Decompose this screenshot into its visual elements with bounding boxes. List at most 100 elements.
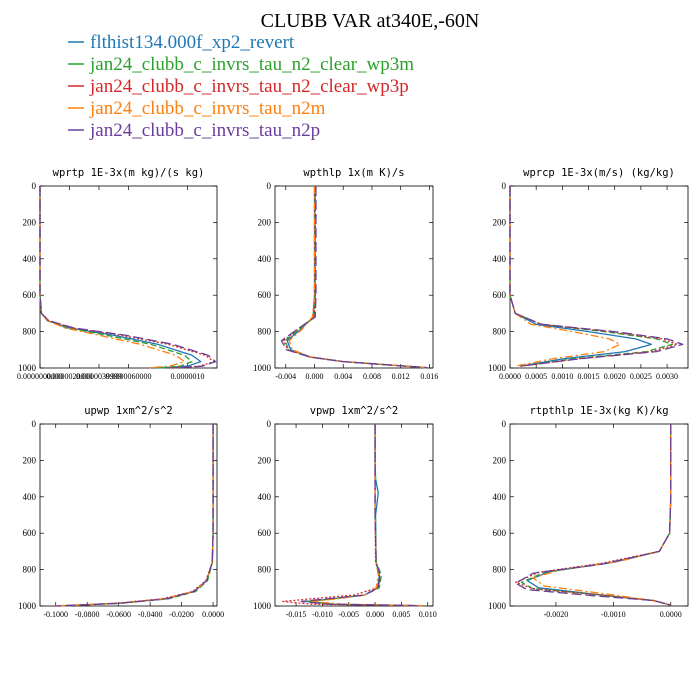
ytick-label-0-1: 200	[23, 217, 37, 227]
ytick-label-3-4: 800	[23, 565, 37, 575]
legend-entry-0: flthist134.000f_xp2_revert	[90, 32, 295, 53]
xtick-label-4-1: -0.010	[312, 610, 333, 619]
legend-entry-2: jan24_clubb_c_invrs_tau_n2_clear_wp3p	[89, 76, 409, 97]
xtick-label-3-4: -0.0200	[169, 610, 194, 619]
xtick-label-1-3: 0.008	[363, 372, 381, 381]
series-line-1-3	[288, 186, 426, 369]
ytick-label-5-2: 400	[493, 492, 507, 502]
ytick-label-5-3: 600	[493, 528, 507, 538]
xtick-label-2-4: 0.0020	[604, 372, 626, 381]
xtick-label-5-0: -0.0020	[544, 610, 569, 619]
xtick-label-3-0: -0.1000	[43, 610, 68, 619]
panel-3: upwp 1xm^2/s^2 0 200 400 600 800 1000 -0.1000 -0…	[18, 405, 224, 619]
xtick-label-3-1: -0.0800	[75, 610, 100, 619]
panel-5: rtpthlp 1E-3x(kg K)/kg 0 200 400 600 800 1000 -…	[488, 405, 689, 619]
xtick-label-2-3: 0.0015	[578, 372, 600, 381]
series-line-2-0	[509, 186, 652, 367]
panel-0: wprtp 1E-3x(m kg)/(s kg) 0 200 400 600 800 100…	[17, 167, 218, 381]
xtick-label-4-4: 0.005	[392, 610, 410, 619]
panel-title-4: vpwp 1xm^2/s^2	[310, 405, 399, 417]
ytick-label-0-2: 400	[23, 254, 37, 264]
xtick-label-0-1: 0.0000020000	[47, 372, 93, 381]
panel-title-0: wprtp 1E-3x(m kg)/(s kg)	[53, 167, 205, 179]
xtick-label-0-2: 0.0000039999	[76, 372, 122, 381]
legend-entry-1: jan24_clubb_c_invrs_tau_n2_clear_wp3m	[89, 54, 414, 75]
xtick-label-2-6: 0.0030	[656, 372, 678, 381]
ytick-label-1-4: 800	[258, 327, 272, 337]
ytick-label-2-4: 800	[493, 327, 507, 337]
plot-frame-0	[39, 185, 218, 369]
xtick-label-1-2: 0.004	[334, 372, 352, 381]
xtick-label-4-5: 0.010	[419, 610, 437, 619]
xtick-label-5-2: 0.0000	[660, 610, 682, 619]
ytick-label-3-1: 200	[23, 455, 37, 465]
series-line-5-3	[532, 424, 672, 606]
series-line-3-2	[52, 424, 214, 607]
panel-1: wpthlp 1x(m K)/s 0 200 400 600 800 1000-0.004 0…	[253, 167, 438, 381]
ytick-label-5-4: 800	[493, 565, 507, 575]
ytick-label-1-3: 600	[258, 290, 272, 300]
series-line-0-3	[39, 186, 186, 369]
ytick-label-5-0: 0	[502, 419, 507, 429]
series-line-4-1	[305, 424, 418, 607]
series-line-3-4	[57, 424, 214, 607]
ytick-label-2-1: 200	[493, 217, 507, 227]
ytick-label-4-3: 600	[258, 528, 272, 538]
panel-title-5: rtpthlp 1E-3x(kg K)/kg	[529, 405, 668, 417]
ytick-label-0-5: 1000	[18, 363, 37, 373]
series-line-1-4	[280, 186, 428, 369]
ytick-label-3-3: 600	[23, 528, 37, 538]
ytick-label-2-2: 400	[493, 254, 507, 264]
ytick-label-5-5: 1000	[488, 601, 507, 611]
series-line-5-1	[520, 424, 672, 606]
ytick-label-4-0: 0	[267, 419, 272, 429]
ytick-label-0-3: 600	[23, 290, 37, 300]
series-line-2-3	[509, 186, 621, 367]
ytick-label-3-5: 1000	[18, 601, 37, 611]
xtick-label-0-4: 0.0000010	[171, 372, 205, 381]
series-line-1-2	[282, 186, 428, 369]
series-line-3-1	[58, 424, 214, 607]
ytick-label-1-5: 1000	[253, 363, 272, 373]
panel-2: wprcp 1E-3x(m/s) (kg/kg) 0 200 400 600 800 100…	[488, 167, 689, 381]
xtick-label-4-2: -0.005	[338, 610, 359, 619]
ytick-label-4-2: 400	[258, 492, 272, 502]
series-line-5-0	[526, 424, 672, 606]
series-line-3-0	[55, 424, 214, 607]
xtick-label-1-0: -0.004	[275, 372, 296, 381]
xtick-label-2-2: 0.0010	[551, 372, 573, 381]
ytick-label-2-0: 0	[502, 181, 507, 191]
ytick-label-1-0: 0	[267, 181, 272, 191]
series-line-0-2	[39, 186, 215, 369]
series-line-0-4	[39, 186, 217, 369]
panel-title-3: upwp 1xm^2/s^2	[84, 405, 173, 417]
series-line-2-1	[509, 186, 673, 367]
ytick-label-1-1: 200	[258, 217, 272, 227]
ytick-label-4-4: 800	[258, 565, 272, 575]
xtick-label-3-2: -0.0600	[106, 610, 131, 619]
plot-frame-2	[509, 185, 689, 369]
panel-title-1: wpthlp 1x(m K)/s	[303, 167, 404, 179]
xtick-label-3-3: -0.0400	[138, 610, 163, 619]
ytick-label-4-1: 200	[258, 455, 272, 465]
panel-4: vpwp 1xm^2/s^2 0 200 400 600 800 1000 -0.015 -0.…	[253, 405, 437, 619]
series-line-1-1	[284, 186, 426, 369]
series-line-4-0	[305, 424, 418, 607]
xtick-label-4-0: -0.015	[286, 610, 307, 619]
ytick-label-2-5: 1000	[488, 363, 507, 373]
series-line-4-2	[282, 424, 418, 607]
ytick-label-3-0: 0	[32, 419, 37, 429]
series-line-1-0	[286, 186, 426, 369]
series-line-5-4	[515, 424, 672, 606]
plot-frame-3	[39, 423, 218, 607]
series-line-2-2	[509, 186, 679, 367]
xtick-label-0-0: 0.0000000000	[17, 372, 63, 381]
xtick-label-1-4: 0.012	[392, 372, 410, 381]
plot-frame-5	[509, 423, 689, 607]
xtick-label-2-0: 0.0000	[499, 372, 521, 381]
ytick-label-5-1: 200	[493, 455, 507, 465]
legend: flthist134.000f_xp2_revertjan24_clubb_c_…	[68, 32, 414, 141]
ytick-label-2-3: 600	[493, 290, 507, 300]
legend-entry-3: jan24_clubb_c_invrs_tau_n2m	[89, 98, 326, 119]
legend-entry-4: jan24_clubb_c_invrs_tau_n2p	[89, 120, 320, 141]
